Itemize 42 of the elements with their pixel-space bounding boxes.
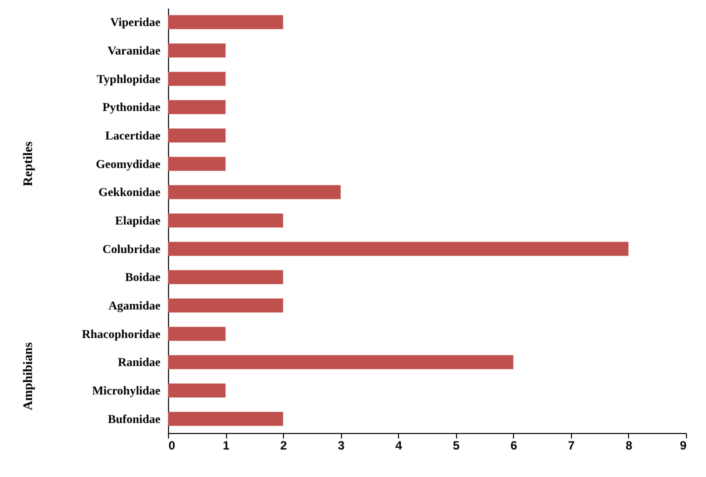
y-tick-label: Microhylidae: [92, 384, 162, 398]
y-tick-label: Bufonidae: [108, 412, 162, 426]
y-tick-label: Gekkonidae: [98, 185, 162, 200]
bar: [168, 15, 284, 30]
y-tick-label: Agamidae: [108, 298, 162, 312]
bar: [168, 214, 284, 228]
bar: [168, 270, 284, 284]
x-tick-label: 4: [395, 438, 402, 452]
y-tick-label: Colubridae: [102, 242, 162, 256]
bar: [168, 44, 226, 58]
x-tick-label: 0: [168, 438, 176, 452]
x-tick-label: 2: [280, 438, 288, 452]
x-tick-label: 8: [626, 438, 633, 452]
bar: [168, 128, 226, 142]
y-tick-label: Varanidae: [108, 44, 162, 58]
x-tick-label: 7: [568, 438, 576, 452]
bar: [168, 72, 226, 86]
bar: [168, 384, 226, 398]
bar: [168, 156, 226, 171]
bar: [168, 242, 628, 256]
text: Reptiles: [20, 141, 35, 186]
bar: [168, 298, 284, 312]
x-tick-label: 6: [510, 438, 518, 452]
y-tick-label: Rhacophoridae: [82, 326, 162, 341]
x-tick-label: 9: [680, 438, 687, 452]
bar: [168, 412, 284, 426]
x-tick-label: 3: [338, 438, 345, 452]
y-tick-label: Boidae: [125, 270, 162, 284]
y-tick-label: Viperidae: [110, 15, 162, 30]
bar: [168, 185, 341, 200]
y-tick-label: Geomydidae: [96, 156, 162, 171]
y-tick-label: Pythonidae: [102, 100, 162, 114]
x-tick-label: 5: [452, 438, 460, 452]
y-tick-label: Ranidae: [118, 355, 162, 370]
text: Amphibians: [20, 342, 35, 410]
x-tick-label: 1: [222, 438, 230, 452]
y-tick-label: Typhlopidae: [96, 72, 162, 86]
bar: [168, 326, 226, 341]
y-tick-label: Elapidae: [115, 214, 162, 228]
bar: [168, 100, 226, 114]
y-tick-label: Lacertidae: [105, 128, 162, 142]
bar: [168, 355, 514, 370]
